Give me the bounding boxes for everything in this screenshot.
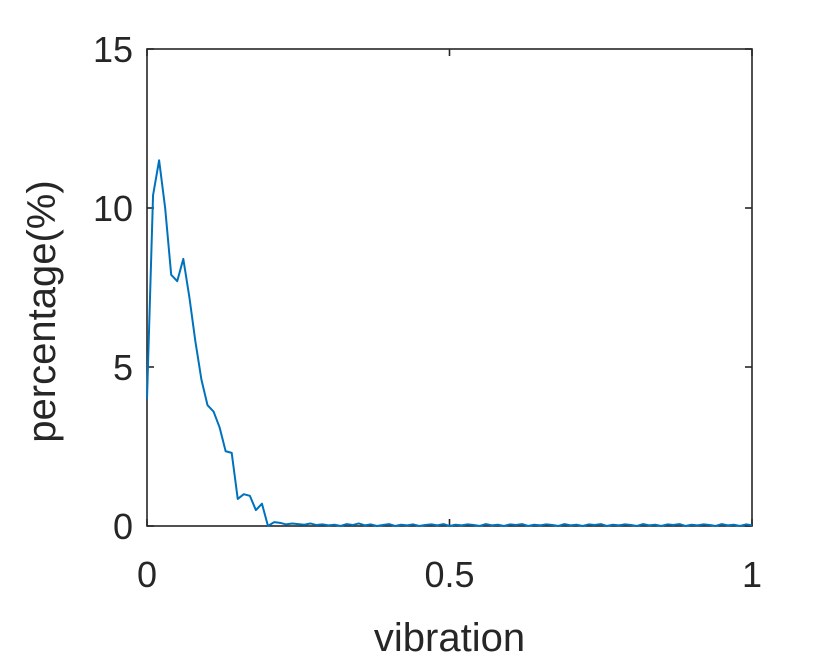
axes-box [146,48,753,527]
x-axis-label: vibration [374,616,525,660]
series-layer [146,159,753,527]
y-tick-label: 15 [93,29,133,70]
y-tick-label: 10 [93,188,133,229]
y-tick-label: 5 [113,347,133,388]
y-axis-label: percentage(%) [20,180,64,442]
x-tick-label: 1 [742,554,762,595]
x-tick-label: 0.5 [424,554,474,595]
axis-ticks [146,48,753,527]
series-line [146,159,753,527]
x-tick-label: 0 [137,554,157,595]
plot-area [146,48,753,527]
y-tick-label: 0 [113,506,133,547]
